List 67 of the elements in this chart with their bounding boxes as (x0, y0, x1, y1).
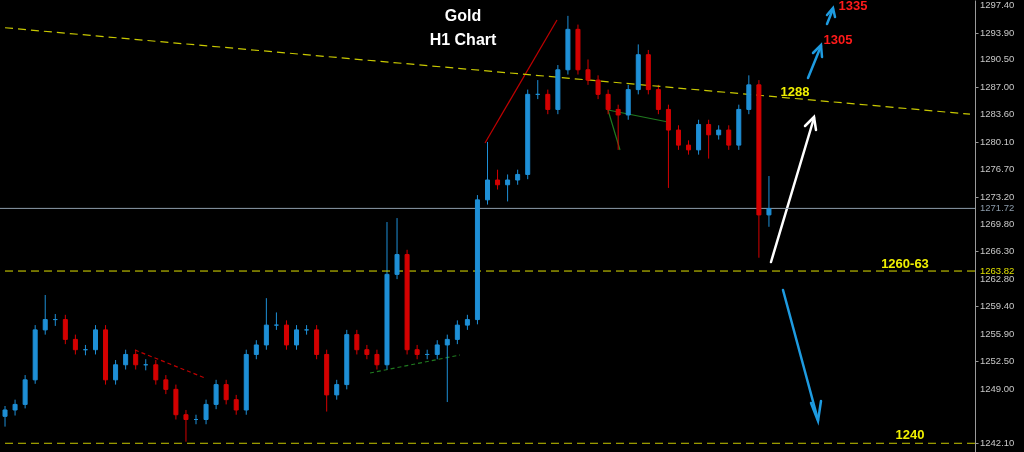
candlestick (133, 349, 139, 371)
candlestick (585, 58, 591, 86)
candlestick (294, 324, 300, 351)
annotation: 1240 (895, 427, 925, 442)
candlestick (273, 311, 279, 331)
candlestick (113, 359, 119, 386)
y-tick-label: 1290.50 (980, 53, 1015, 65)
candlestick (233, 394, 239, 416)
annotation: 1260-63 (881, 256, 929, 271)
candlestick (163, 374, 169, 395)
candlestick (2, 405, 8, 428)
candlestick (485, 141, 490, 206)
annotation: 1335 (838, 0, 868, 13)
candlestick (62, 314, 68, 345)
candlestick (253, 339, 259, 360)
candlestick (374, 349, 380, 371)
candlestick (213, 379, 219, 410)
y-tick-label: 1293.90 (980, 26, 1015, 38)
candlestick (605, 89, 611, 115)
candlestick (595, 74, 601, 100)
y-tick-label: 1273.20 (980, 190, 1015, 202)
candlestick (92, 324, 98, 355)
y-tick-label: 1269.80 (980, 217, 1015, 229)
annotation: 1288 (780, 84, 810, 99)
candlestick (183, 409, 189, 443)
candlestick (454, 319, 460, 345)
y-tick-label: 1266.30 (980, 245, 1015, 257)
candlestick (505, 173, 511, 202)
y-tick-label: 1280.10 (980, 135, 1015, 147)
candlestick (706, 119, 712, 160)
candlestick (334, 379, 340, 401)
candlestick (263, 297, 269, 351)
candlestick (434, 339, 440, 360)
candlestick (42, 294, 48, 336)
candlestick (545, 89, 551, 115)
candlestick (394, 217, 400, 280)
candlestick (223, 379, 229, 405)
candlestick (354, 329, 360, 355)
y-tick-label: 1297.40 (980, 0, 1015, 10)
candlestick (444, 334, 450, 403)
text: H1 Chart (429, 31, 498, 48)
y-tick-label: 1242.10 (980, 437, 1015, 449)
candlestick (665, 104, 671, 189)
annotation: 1305 (823, 32, 853, 47)
candlestick (495, 169, 501, 191)
candlestick (203, 399, 209, 425)
candlestick (283, 319, 289, 351)
y-tick-label: 1249.00 (980, 382, 1015, 394)
candlestick (615, 104, 621, 151)
candlestick (655, 84, 661, 115)
candlestick (364, 344, 370, 360)
candlestick (12, 399, 18, 417)
candlestick (766, 175, 772, 228)
y-tick-label: 1255.90 (980, 327, 1015, 339)
y-tick-label: 1287.00 (980, 81, 1015, 93)
ref-line-label: 1271.72 (980, 202, 1015, 214)
y-tick-label: 1283.60 (980, 108, 1015, 120)
chart-title: Gold (444, 7, 482, 24)
candlestick (72, 334, 78, 355)
candlestick (123, 349, 129, 371)
candlestick (726, 124, 732, 151)
y-tick-label: 1259.40 (980, 300, 1015, 312)
y-tick-label: 1252.50 (980, 354, 1015, 366)
candlestick (414, 344, 420, 360)
y-tick-label: 1276.70 (980, 162, 1015, 174)
candlestick (675, 124, 681, 151)
candlestick (153, 359, 159, 386)
